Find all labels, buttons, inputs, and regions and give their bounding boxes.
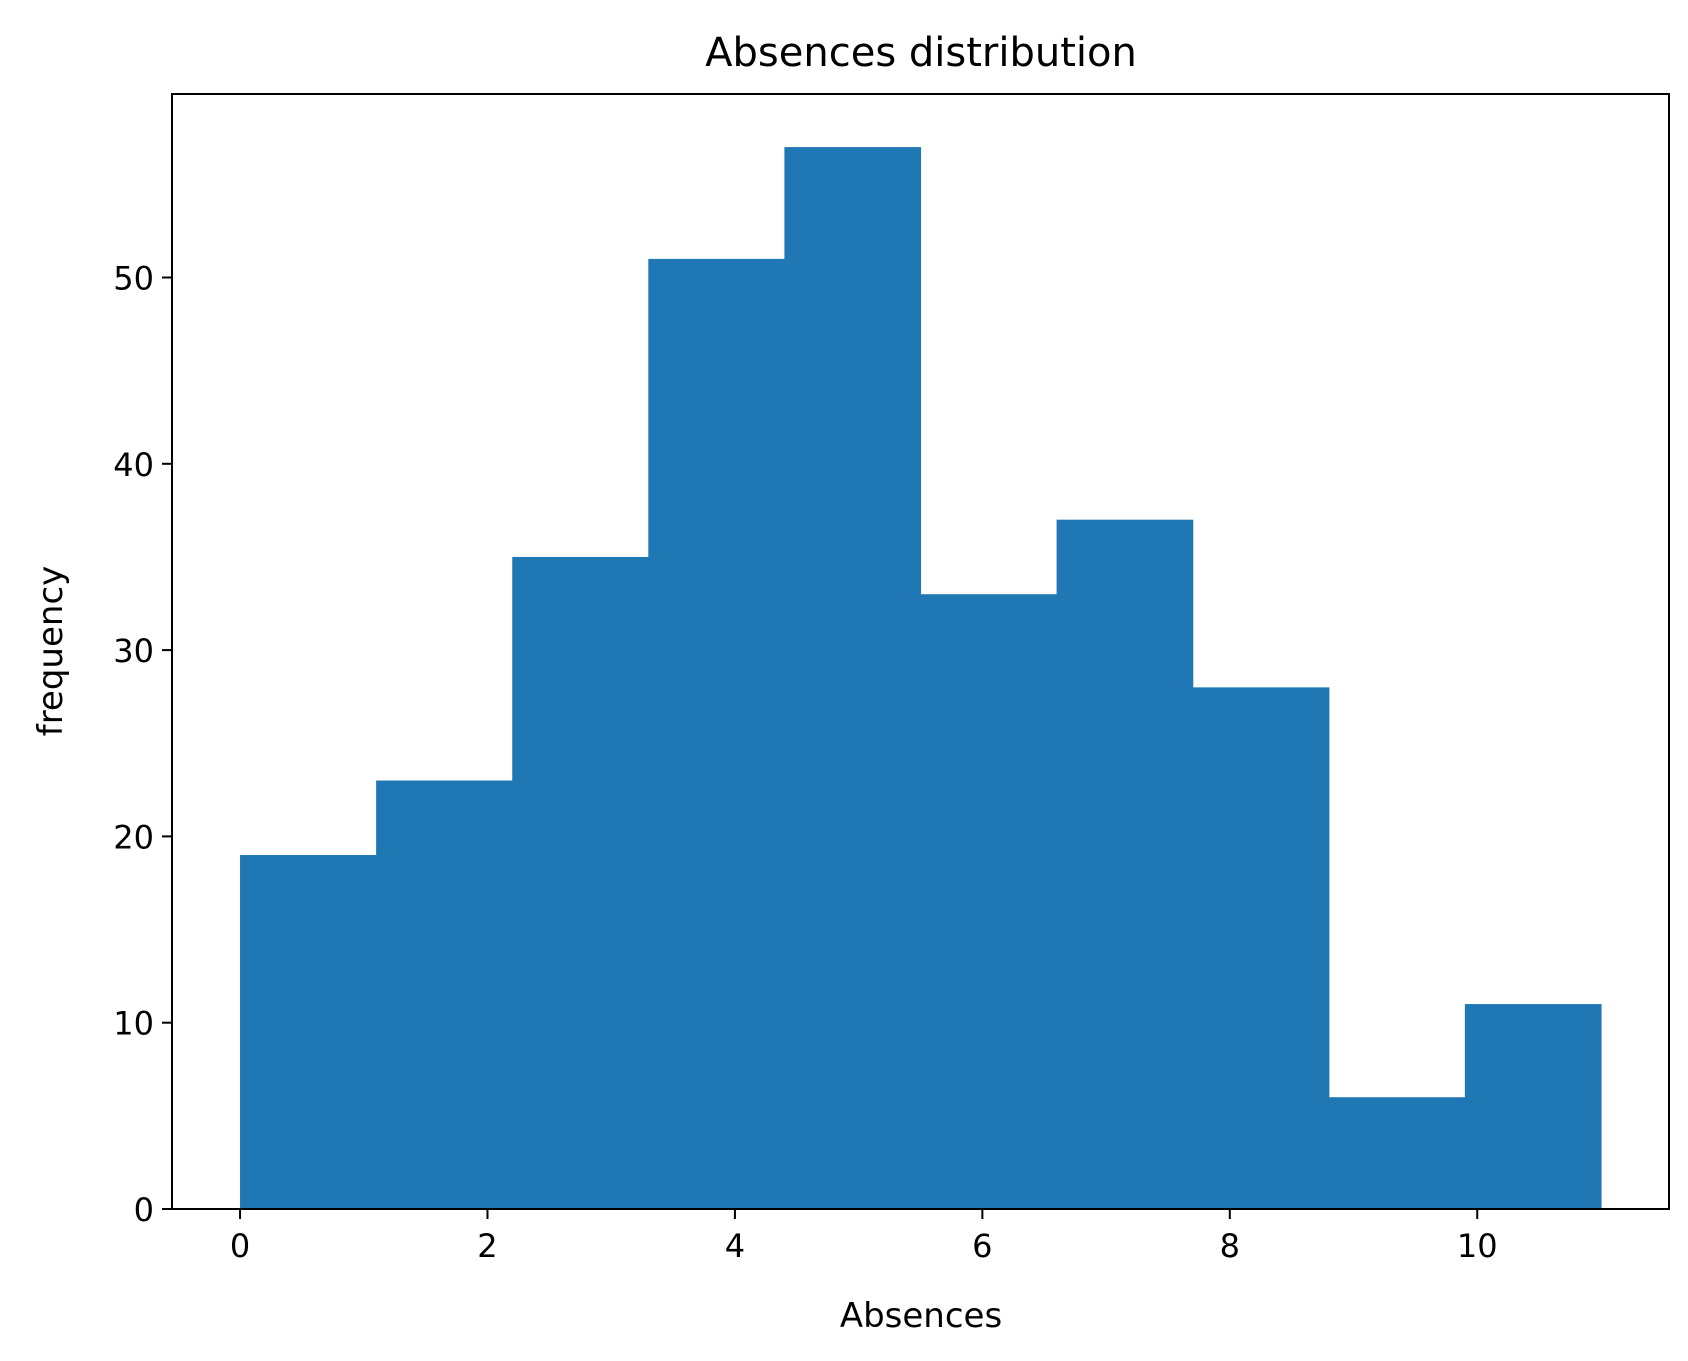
- y-axis-ticks: 0 10 20 30 40 50: [113, 260, 172, 1229]
- y-tick-label-3: 30: [113, 632, 154, 670]
- x-tick-label-5: 10: [1457, 1227, 1498, 1265]
- histogram-bar-8: [1328, 1097, 1466, 1209]
- histogram-bar-6: [1056, 519, 1194, 1209]
- y-axis-label: frequency: [31, 566, 71, 737]
- x-tick-label-1: 2: [477, 1227, 497, 1265]
- histogram-bar-0: [240, 855, 377, 1209]
- x-tick-label-3: 6: [972, 1227, 992, 1265]
- histogram-bar-9: [1464, 1004, 1602, 1209]
- x-axis-label: Absences: [840, 1296, 1002, 1336]
- histogram-bar-5: [920, 594, 1058, 1209]
- x-tick-label-2: 4: [725, 1227, 745, 1265]
- x-tick-label-4: 8: [1220, 1227, 1240, 1265]
- chart-title: Absences distribution: [705, 30, 1137, 76]
- y-tick-label-2: 20: [113, 818, 154, 856]
- bars-group: [240, 147, 1602, 1210]
- y-tick-label-4: 40: [113, 446, 154, 484]
- x-tick-label-0: 0: [230, 1227, 250, 1265]
- histogram-bar-1: [376, 780, 513, 1209]
- y-tick-label-1: 10: [113, 1005, 154, 1043]
- histogram-bar-2: [512, 556, 649, 1209]
- histogram-bar-7: [1192, 687, 1330, 1209]
- plot-frame: [171, 93, 1670, 1210]
- y-tick-label-5: 50: [113, 260, 154, 298]
- y-tick-label-0: 0: [134, 1191, 154, 1229]
- histogram-bar-3: [648, 258, 786, 1209]
- histogram-bar-4: [784, 147, 922, 1210]
- x-axis-ticks: 0 2 4 6 8 10: [230, 1209, 1498, 1265]
